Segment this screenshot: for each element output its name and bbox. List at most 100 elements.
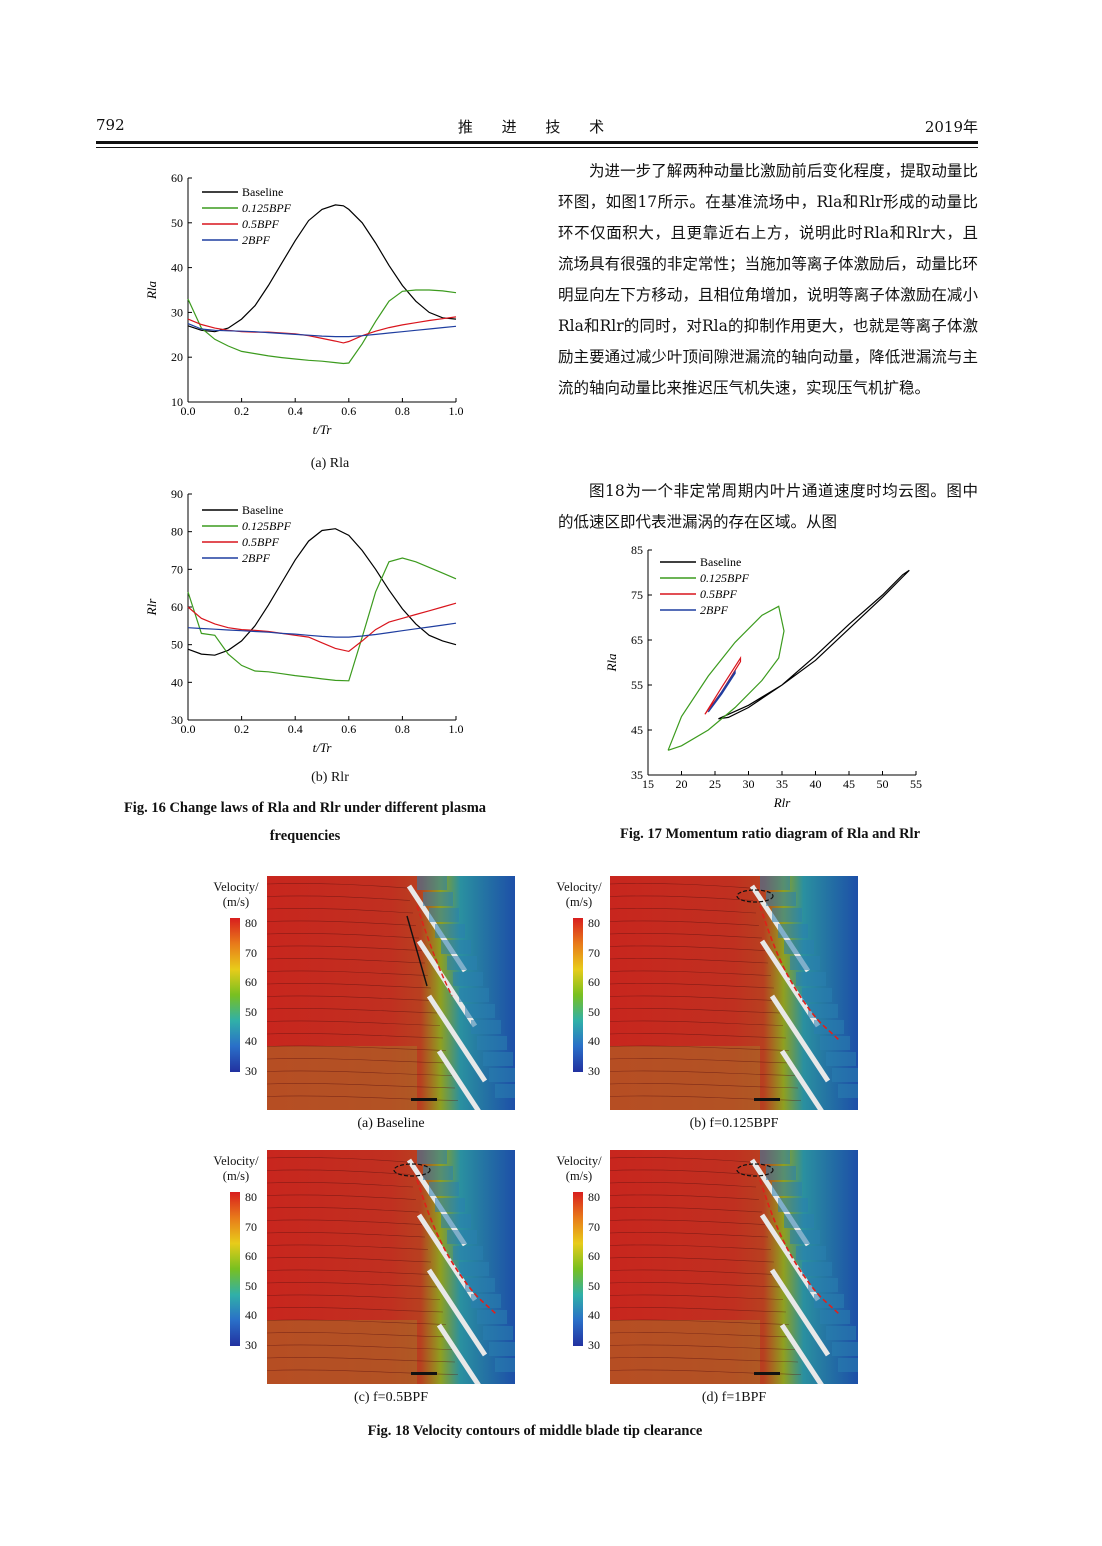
x-tick-label: 35 [776,777,788,791]
passage-cell [423,1166,453,1180]
passage-cell [477,1310,507,1324]
y-tick-label: 80 [171,525,183,539]
vortex-marker [393,1163,431,1177]
series-line-2bpf [707,669,736,713]
x-tick-label: 20 [676,777,688,791]
colorbar-tick-label: 80 [588,1190,600,1204]
streamline [267,1058,450,1064]
streamline [267,1257,432,1263]
passage-cell [826,1326,856,1340]
passage-cell [435,1198,465,1212]
y-tick-label: 30 [171,305,183,319]
streamline [610,1257,775,1263]
streamline [267,1194,417,1200]
passage-cell [453,1246,483,1260]
y-tick-label: 85 [631,543,643,557]
colorbar-title-line1: Velocity/ [213,1154,259,1168]
passage-cell [796,1246,826,1260]
blade [436,1049,481,1110]
streamline [610,1357,799,1363]
passage-cell [826,1052,856,1066]
colorbar-tick-label: 30 [588,1064,600,1078]
colorbar-title-line2: (m/s) [565,1169,593,1183]
y-tick-label: 75 [631,588,643,602]
y-tick-label: 45 [631,723,643,737]
passage-cell [447,1230,477,1244]
passage-cell [417,1150,447,1164]
legend-label: 0.125BPF [242,201,292,215]
passage-cell [802,1262,832,1276]
passage-cell [489,1068,515,1082]
passage-cell [483,1052,513,1066]
page-header: 792 推 进 技 术 2019年 [96,116,978,140]
x-tick-label: 15 [642,777,654,791]
x-axis-label: t/Tr [313,740,333,755]
streamline [610,1307,787,1313]
fig18-panel-label: (c) f=0.5BPF [353,1390,428,1405]
passage-cell [808,1278,838,1292]
streamline [610,1207,763,1213]
passage-cell [832,1342,858,1356]
passage-cell [489,1342,515,1356]
blade [779,1323,824,1384]
colorbar-tick-label: 40 [588,1034,600,1049]
passage-cell [790,1230,820,1244]
blade [769,994,831,1083]
streamline [267,1083,456,1089]
streamline [267,1207,420,1213]
paragraph-fig17-discussion: 为进一步了解两种动量比激励前后变化程度，提取动量比环图，如图17所示。在基准流场… [558,162,978,397]
colorbar-tick-label: 40 [245,1034,257,1049]
streamline [267,995,435,1001]
colorbar-tick-label: 60 [245,1249,257,1264]
series-line-0125bpf [667,605,785,751]
streamline [610,995,778,1001]
colorbar-title: Velocity/(m/s) [206,1154,266,1184]
streamline [267,920,417,926]
streamline [267,1282,438,1288]
colorbar-title: Velocity/(m/s) [549,880,609,910]
colorbar-tick-label: 30 [245,1338,257,1352]
streamline [267,1070,453,1076]
streamline [610,1070,796,1076]
x-tick-label: 0.0 [181,722,196,736]
colorbar-title-line1: Velocity/ [213,880,259,894]
colorbar-tick-label: 40 [245,1308,257,1323]
streamline [610,920,760,926]
fig16-caption-line1: Fig. 16 Change laws of Rla and Rlr under… [123,800,487,816]
colorbar-title-line1: Velocity/ [556,880,602,894]
passage-cell [814,1020,844,1034]
series-line-0125bpf [187,289,457,365]
passage-cell [778,1198,808,1212]
streamline [267,1332,450,1338]
colorbar-tick-label: 60 [588,975,600,990]
publication-year: 2019年 [924,118,978,136]
passage-cell [832,1068,858,1082]
y-tick-label: 90 [171,487,183,501]
legend-label: 0.5BPF [242,217,280,231]
colorbar [573,1192,583,1346]
x-tick-label: 1.0 [449,722,464,736]
vortex-marker [736,1163,774,1177]
header-rule-thick [96,141,978,144]
fig17-caption: Fig. 17 Momentum ratio diagram of Rla an… [619,826,921,842]
x-tick-label: 0.6 [341,722,356,736]
legend-label: 0.5BPF [700,587,738,601]
passage-cell [459,1262,489,1276]
streamline [267,1269,435,1275]
x-tick-label: 1.0 [449,404,464,418]
streamline [610,1194,760,1200]
y-tick-label: 60 [171,171,183,185]
x-tick-label: 55 [910,777,922,791]
streamline [610,1182,757,1188]
colorbar-tick-label: 50 [588,1278,600,1293]
paragraph-fig18-intro: 图18为一个非定常周期内叶片通道速度时均云图。图中的低速区即代表泄漏涡的存在区域… [558,482,978,531]
passage-cell [417,876,447,890]
passage-cell [784,940,814,954]
legend-label: 0.5BPF [242,535,280,549]
legend-label: Baseline [700,555,741,569]
y-tick-label: 50 [171,638,183,652]
passage-cell [772,1182,802,1196]
x-tick-label: 0.4 [288,404,303,418]
passage-cell [423,892,453,906]
x-tick-label: 40 [810,777,822,791]
